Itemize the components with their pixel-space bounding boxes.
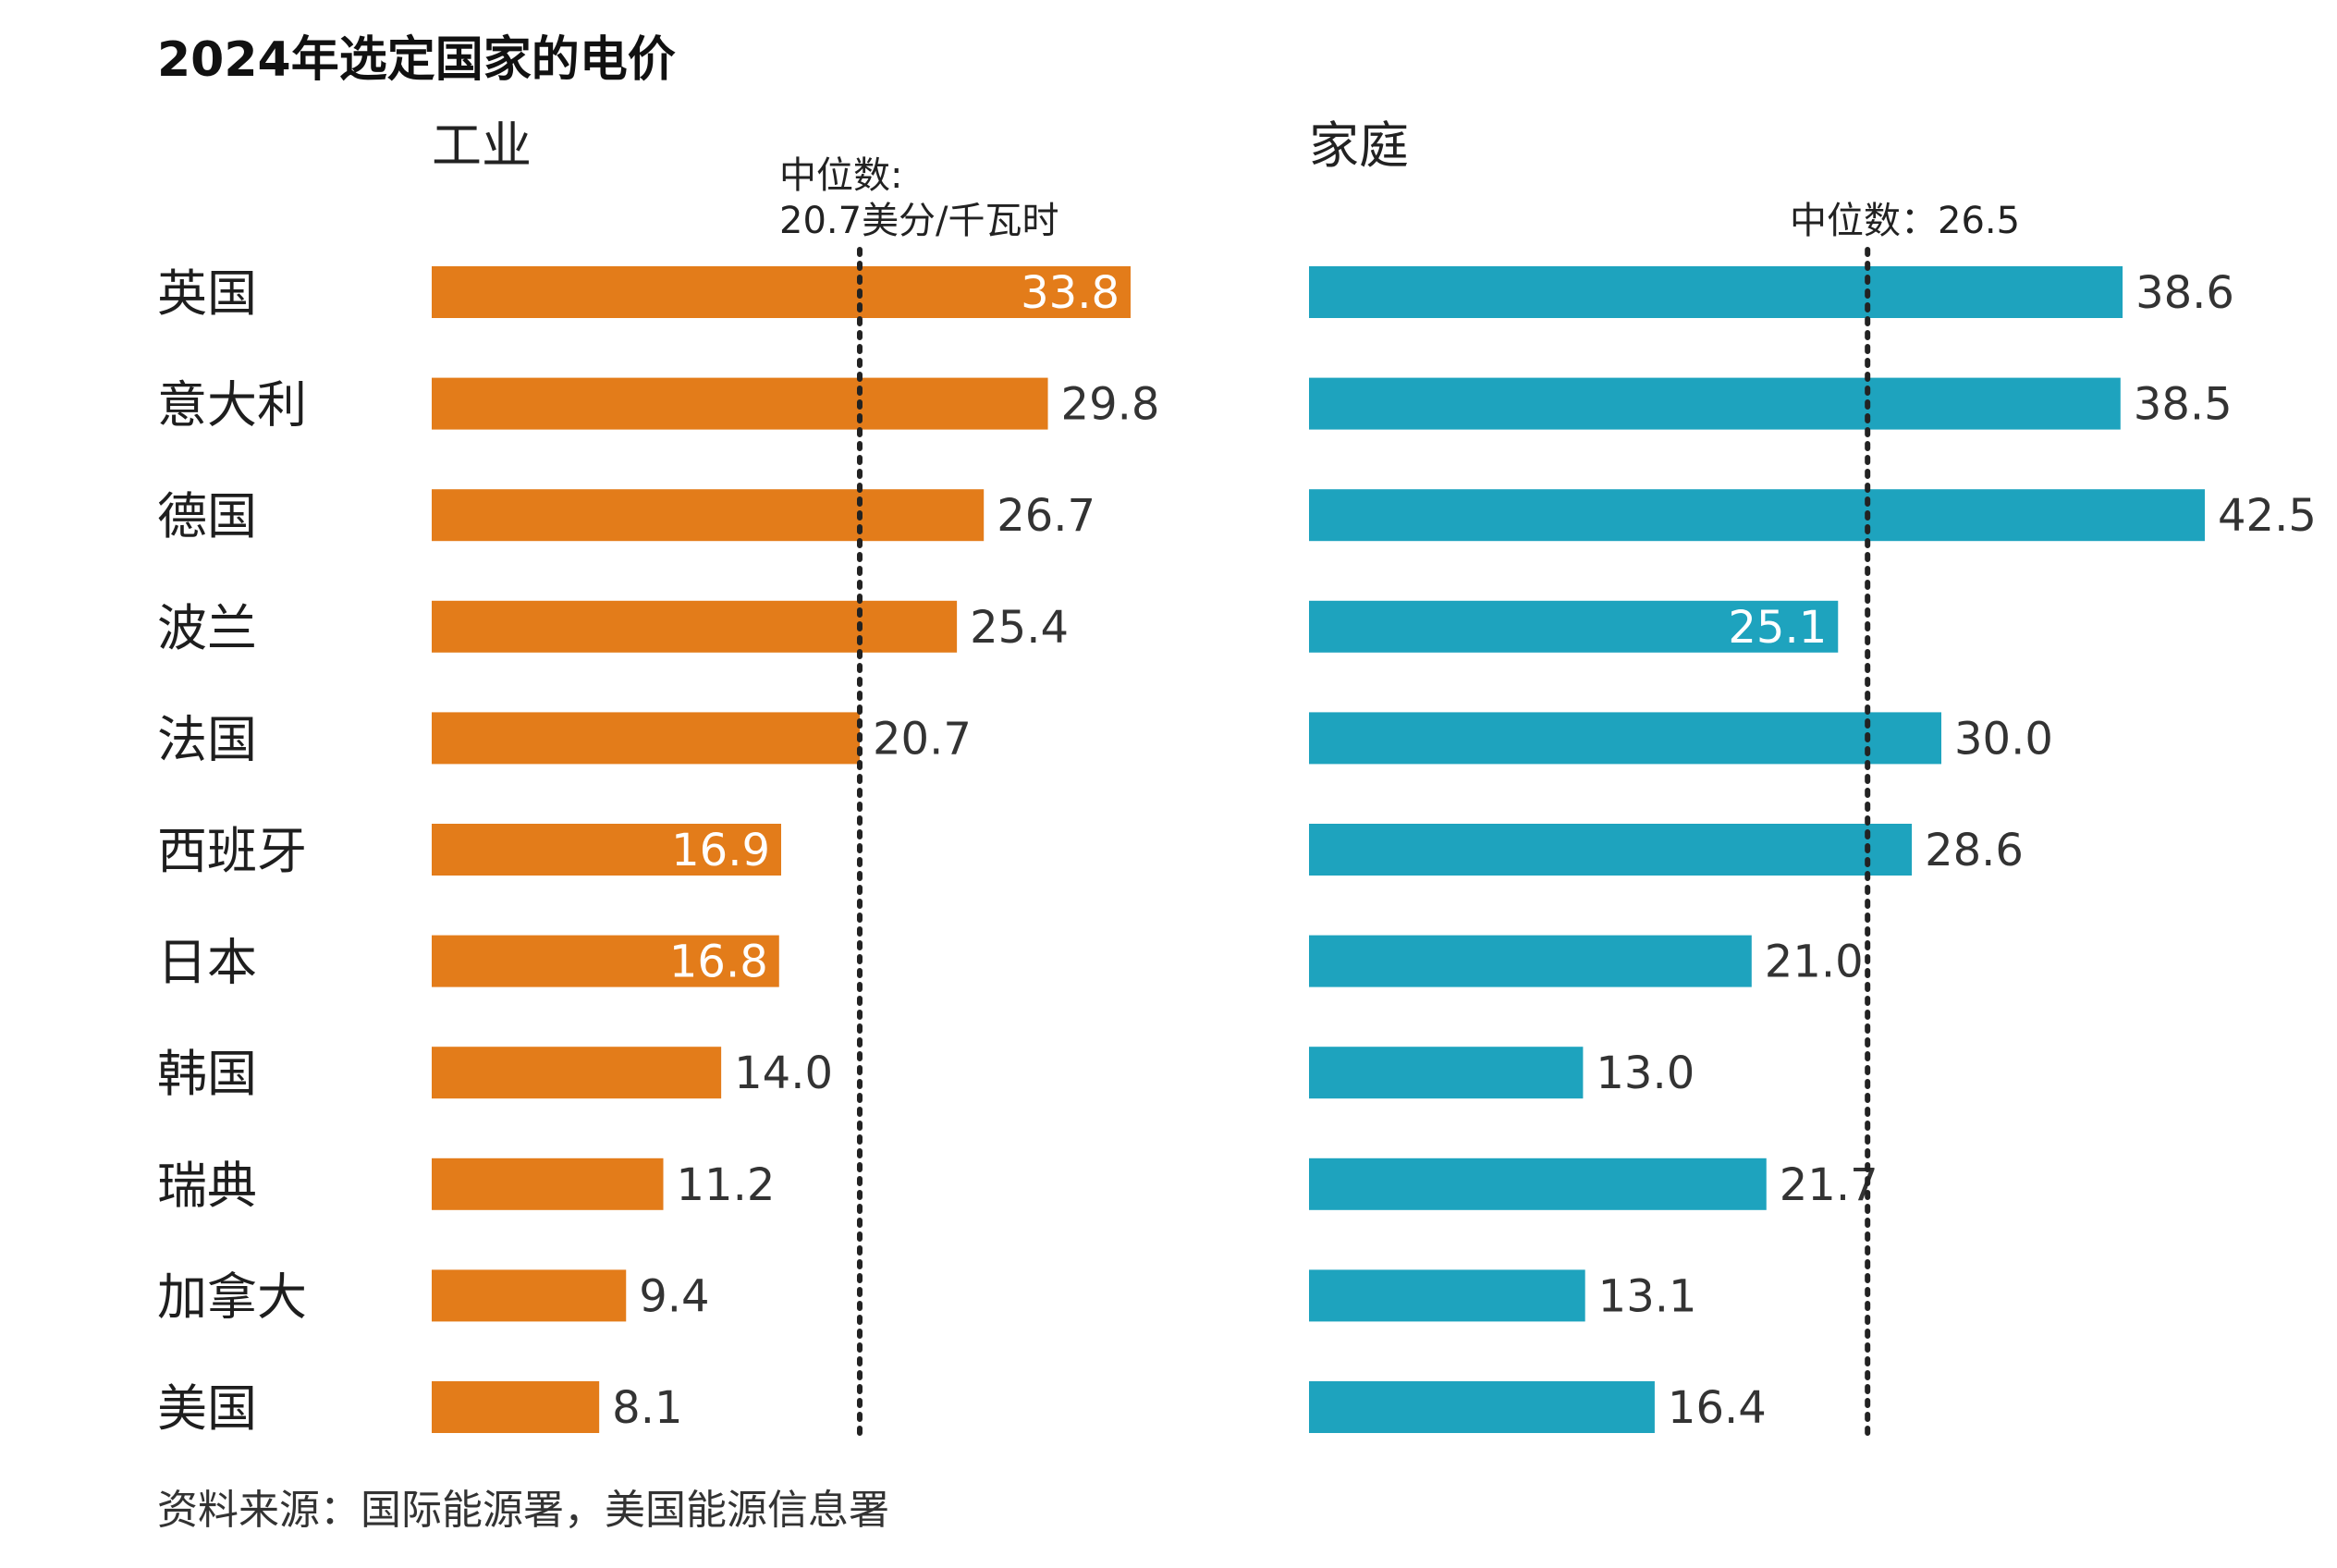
household-bar-group: 38.6 38.5 42.5 25.1 30.0 28.6 21.0 13.0 21.7 13.1… [1309,266,2317,1434]
industry-bar [432,935,779,987]
industry-value-label: 14.0 [734,1047,833,1099]
country-label: 美国 [157,1379,257,1438]
chart-title: 2024年选定国家的电价 [157,32,676,88]
industry-value-label: 16.9 [671,825,770,876]
household-panel-title: 家庭 [1309,116,1409,175]
household-value-label: 42.5 [2218,490,2317,542]
industry-value-label: 26.7 [997,490,1095,542]
industry-bar [432,600,958,653]
household-median-label: 中位数：26.5 [1790,200,2020,242]
household-bar [1309,377,2121,430]
industry-value-label: 25.4 [970,602,1069,654]
country-label: 法国 [157,710,257,768]
household-value-label: 30.0 [1954,713,2053,765]
country-label: 加拿大 [157,1268,307,1326]
source-note: 资料来源：国际能源署，美国能源信息署 [157,1487,889,1534]
household-value-label: 25.1 [1728,602,1827,654]
household-value-label: 38.6 [2135,267,2234,319]
industry-value-label: 29.8 [1061,379,1160,431]
country-label: 西班牙 [157,822,307,880]
industry-value-label: 9.4 [639,1270,709,1322]
country-label: 德国 [157,487,257,545]
household-bar [1309,266,2123,318]
industry-value-label: 11.2 [677,1159,776,1211]
household-value-label: 21.0 [1765,937,1864,988]
industry-value-label: 16.8 [669,937,768,988]
household-value-label: 16.4 [1668,1382,1767,1434]
industry-bar [432,266,1131,318]
country-label: 波兰 [157,599,257,657]
country-label: 意大利 [157,376,307,435]
household-bar [1309,489,2205,542]
country-label: 日本 [157,934,257,992]
country-label: 瑞典 [157,1157,257,1215]
industry-bar [432,1158,664,1210]
household-value-label: 28.6 [1925,825,2024,876]
household-bar [1309,1158,1767,1210]
household-bar [1309,712,1941,765]
industry-value-label: 33.8 [1021,267,1120,319]
household-value-label: 21.7 [1780,1159,1878,1211]
industry-bar [432,1047,722,1099]
industry-bar-group: 33.8 29.8 26.7 25.4 20.7 16.9 16.8 14.0 11.2 9.4 8… [432,266,1159,1434]
industry-value-label: 20.7 [873,713,972,765]
household-bar [1309,1269,1585,1322]
household-bar [1309,600,1839,653]
household-bar [1309,824,1913,876]
industry-bar [432,377,1048,430]
country-label: 韩国 [157,1045,257,1103]
household-value-label: 38.5 [2134,379,2233,431]
household-value-label: 13.1 [1598,1270,1697,1322]
industry-value-label: 8.1 [612,1382,682,1434]
country-label: 英国 [157,264,257,323]
industry-median-label-line1: 中位数: [779,154,902,197]
industry-bar [432,712,860,765]
industry-panel-title: 工业 [432,116,532,175]
industry-bar [432,1381,600,1433]
industry-bar [432,824,781,876]
industry-bar [432,489,985,542]
household-value-label: 13.0 [1596,1047,1695,1099]
industry-bar [432,1269,627,1322]
household-bar [1309,935,1752,987]
household-bar [1309,1381,1655,1433]
industry-median-label-line2: 20.7美分/千瓦时 [779,200,1059,242]
household-bar [1309,1047,1584,1099]
